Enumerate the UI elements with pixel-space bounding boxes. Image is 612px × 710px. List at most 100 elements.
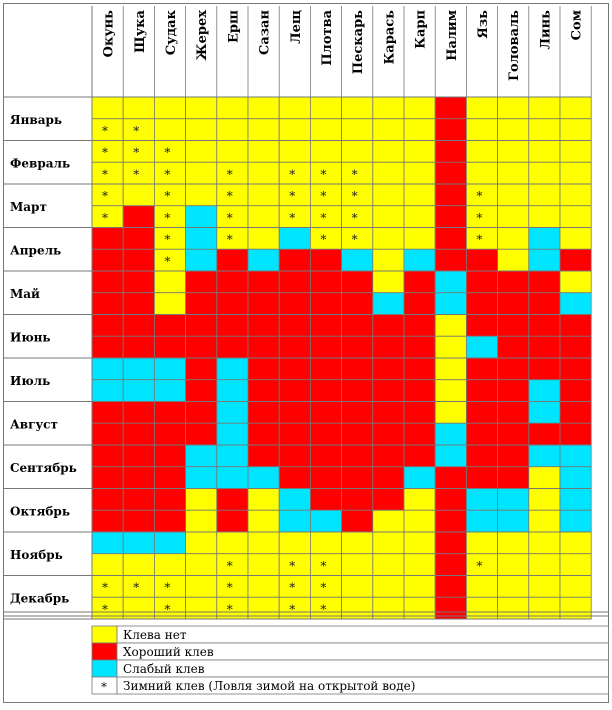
winter-bite-mark: * — [164, 254, 170, 268]
heatmap-cell — [122, 227, 155, 250]
heatmap-cell — [465, 248, 498, 272]
heatmap-cell — [122, 444, 155, 468]
heatmap-cell — [341, 248, 374, 272]
heatmap-cell — [122, 183, 155, 207]
heatmap-cell — [153, 379, 186, 402]
heatmap-cell — [278, 422, 311, 446]
heatmap-cell — [185, 248, 218, 272]
heatmap-cell — [122, 292, 155, 315]
heatmap-cell — [559, 422, 592, 446]
heatmap-cell — [278, 335, 311, 359]
heatmap-cell — [216, 140, 249, 163]
heatmap-cell — [122, 357, 155, 381]
heatmap-cell — [122, 401, 155, 424]
species-label: Язь — [476, 10, 491, 39]
heatmap-cell — [465, 379, 498, 402]
winter-bite-mark: * — [102, 602, 108, 616]
heatmap-cell — [434, 444, 467, 468]
heatmap-cell — [559, 227, 592, 250]
legend-swatch — [91, 642, 118, 661]
heatmap-cell — [247, 183, 280, 207]
winter-bite-mark: * — [164, 233, 170, 247]
heatmap-cell — [216, 444, 249, 468]
heatmap-cell — [247, 466, 280, 489]
heatmap-cell — [372, 509, 405, 533]
heatmap-cell — [153, 357, 186, 381]
heatmap-cell — [559, 553, 592, 576]
heatmap-cell — [185, 401, 218, 424]
heatmap-cell — [372, 183, 405, 207]
winter-bite-mark: * — [227, 559, 233, 573]
heatmap-cell — [465, 466, 498, 489]
month-label: Август — [10, 417, 58, 431]
heatmap-cell — [309, 488, 342, 511]
heatmap-cell — [185, 335, 218, 359]
heatmap-cell — [216, 314, 249, 337]
heatmap-cell — [309, 357, 342, 381]
heatmap-cell — [403, 96, 436, 120]
heatmap-cell — [528, 509, 561, 533]
heatmap-cell — [559, 357, 592, 381]
heatmap-cell — [465, 335, 498, 359]
heatmap-cell — [403, 488, 436, 511]
winter-bite-mark: * — [289, 559, 295, 573]
heatmap-cell — [372, 422, 405, 446]
heatmap-cell — [434, 161, 467, 185]
heatmap-cell — [309, 118, 342, 141]
heatmap-cell — [403, 509, 436, 533]
winter-bite-mark: * — [320, 602, 326, 616]
heatmap-cell — [153, 488, 186, 511]
legend-label: Хороший клев — [123, 645, 214, 659]
species-label: Щука — [133, 9, 148, 53]
heatmap-cell — [91, 227, 124, 250]
heatmap-cell — [341, 314, 374, 337]
heatmap-cell — [403, 401, 436, 424]
winter-bite-mark: * — [164, 146, 170, 160]
heatmap-cell — [309, 444, 342, 468]
heatmap-cell — [497, 227, 530, 250]
winter-bite-mark: * — [133, 581, 139, 595]
heatmap-cell — [372, 466, 405, 489]
heatmap-cell — [528, 205, 561, 228]
heatmap-cell — [559, 183, 592, 207]
heatmap-cell — [185, 466, 218, 489]
heatmap-cell — [122, 335, 155, 359]
heatmap-cell — [247, 444, 280, 468]
heatmap-cell — [372, 161, 405, 185]
heatmap-cell — [465, 422, 498, 446]
heatmap-cell — [434, 357, 467, 381]
legend-swatch — [91, 659, 118, 678]
species-label: Карась — [382, 10, 397, 65]
heatmap-cell — [372, 379, 405, 402]
heatmap-cell — [247, 292, 280, 315]
winter-bite-mark: * — [320, 211, 326, 225]
winter-bite-mark: * — [227, 581, 233, 595]
heatmap-cell — [403, 466, 436, 489]
heatmap-cell — [341, 553, 374, 576]
heatmap-cell — [465, 509, 498, 533]
heatmap-cell — [528, 379, 561, 402]
winter-bite-mark: * — [102, 124, 108, 138]
heatmap-cell — [185, 379, 218, 402]
heatmap-cell — [91, 531, 124, 555]
heatmap-cell — [403, 248, 436, 272]
heatmap-cell — [309, 248, 342, 272]
heatmap-cell — [153, 531, 186, 555]
heatmap-cell — [372, 444, 405, 468]
heatmap-cell — [153, 118, 186, 141]
heatmap-cell — [403, 531, 436, 555]
heatmap-cell — [341, 422, 374, 446]
heatmap-cell — [528, 140, 561, 163]
species-label: Налим — [445, 10, 460, 61]
heatmap-cell — [247, 161, 280, 185]
heatmap-cell — [309, 466, 342, 489]
heatmap-cell — [341, 357, 374, 381]
heatmap-cell — [559, 466, 592, 489]
heatmap-cell — [185, 509, 218, 533]
heatmap-cell — [91, 422, 124, 446]
heatmap-cell — [559, 96, 592, 120]
heatmap-cell — [528, 553, 561, 576]
heatmap-cell — [372, 575, 405, 598]
heatmap-cell — [559, 531, 592, 555]
